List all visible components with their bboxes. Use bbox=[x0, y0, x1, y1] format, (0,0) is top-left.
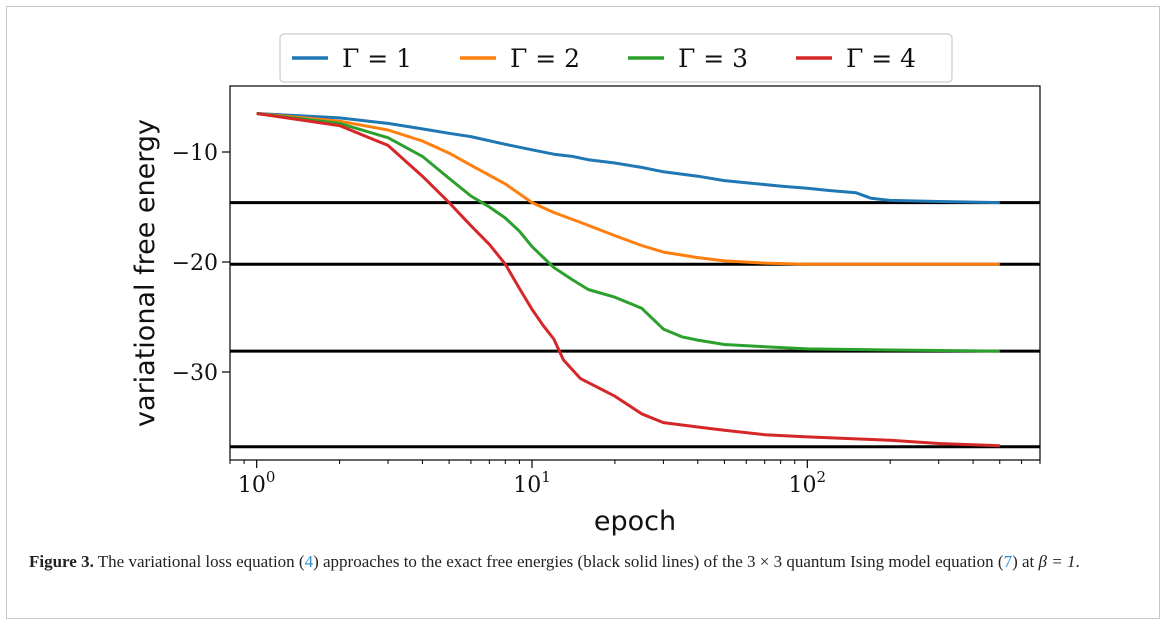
series-line-gamma-3 bbox=[256, 112, 1000, 353]
legend: Γ = 1 Γ = 2 Γ = 3 Γ = 4 bbox=[279, 33, 953, 83]
x-axis: 100 101 102 bbox=[229, 460, 1041, 498]
beta-value: β = 1 bbox=[1038, 552, 1076, 571]
y-tick-label: −10 bbox=[172, 141, 218, 166]
legend-label: Γ = 2 bbox=[510, 44, 580, 73]
caption-text-3: quantum Ising model equation ( bbox=[782, 552, 1004, 571]
legend-label: Γ = 4 bbox=[846, 44, 916, 73]
equation-ref-7[interactable]: 7 bbox=[1003, 552, 1013, 571]
caption-label: Figure 3. bbox=[29, 552, 94, 571]
lattice-size: 3 × 3 bbox=[747, 552, 783, 571]
series-line-gamma-4 bbox=[256, 112, 1000, 448]
series-lines bbox=[256, 112, 1000, 448]
y-tick-label: −30 bbox=[172, 361, 218, 386]
y-tick-label: −20 bbox=[172, 251, 218, 276]
x-axis-label: epoch bbox=[594, 506, 676, 537]
legend-box bbox=[279, 33, 953, 83]
y-axis: −10 −20 −30 bbox=[172, 141, 230, 386]
x-tick-label: 102 bbox=[789, 468, 827, 498]
caption-text-5: . bbox=[1075, 552, 1080, 571]
figure-caption: Figure 3. The variational loss equation … bbox=[29, 549, 1139, 574]
equation-ref-4[interactable]: 4 bbox=[304, 552, 314, 571]
figure-frame bbox=[6, 6, 1160, 619]
x-tick-label: 100 bbox=[238, 468, 276, 498]
y-axis-label: variational free energy bbox=[130, 119, 161, 427]
legend-label: Γ = 3 bbox=[678, 44, 748, 73]
series-line-gamma-2 bbox=[256, 112, 1000, 266]
caption-text-1: The variational loss equation ( bbox=[93, 552, 305, 571]
x-tick-label: 101 bbox=[513, 468, 551, 498]
caption-text-4: ) at bbox=[1012, 552, 1039, 571]
plot-area bbox=[229, 85, 1041, 461]
caption-text-2: ) approaches to the exact free energies … bbox=[313, 552, 748, 571]
series-line-gamma-1 bbox=[256, 112, 1000, 205]
legend-label: Γ = 1 bbox=[342, 44, 412, 73]
chart: 100 101 102 −10 −20 −30 epoch variational fr… bbox=[130, 33, 1041, 537]
